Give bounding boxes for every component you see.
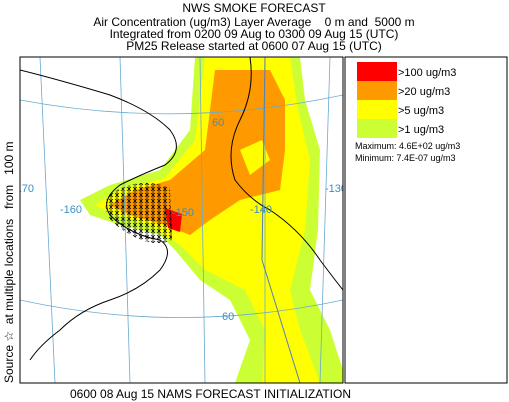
legend-minimum: Minimum: 7.4E-07 ug/m3 (355, 153, 456, 163)
map-label: -170 (12, 183, 34, 195)
subtitle: PM25 Release started at 0600 07 Aug 15 (… (126, 39, 381, 53)
legend-maximum: Maximum: 4.6E+02 ug/m3 (355, 141, 460, 151)
map: -170 -160 -150 -140 -130 60 60 (12, 57, 347, 383)
legend: >100 ug/m3 >20 ug/m3 >5 ug/m3 >1 ug/m3 (357, 62, 456, 138)
side-label: Source ☆ at multiple locations from 100 … (2, 141, 16, 383)
legend-label: >5 ug/m3 (398, 105, 444, 117)
map-label: -130 (325, 183, 347, 195)
map-label: -160 (60, 204, 82, 216)
legend-label: >1 ug/m3 (398, 124, 444, 136)
map-label: -140 (250, 204, 272, 216)
map-label: 60 (222, 311, 234, 323)
subtitle: Air Concentration (ug/m3) Layer Average … (93, 15, 414, 29)
map-label: -150 (172, 207, 194, 219)
subtitle: Integrated from 0200 09 Aug to 0300 09 A… (110, 27, 399, 41)
legend-label: >100 ug/m3 (398, 67, 456, 79)
legend-swatch (357, 100, 397, 119)
footer: 0600 08 Aug 15 NAMS FORECAST INITIALIZAT… (70, 387, 351, 401)
map-frame (19, 56, 344, 384)
legend-swatch (357, 62, 397, 81)
title: NWS SMOKE FORECAST (182, 1, 326, 15)
map-label: 60 (212, 117, 224, 129)
legend-swatch (357, 81, 397, 100)
legend-label: >20 ug/m3 (398, 86, 450, 98)
legend-swatch (357, 119, 397, 138)
